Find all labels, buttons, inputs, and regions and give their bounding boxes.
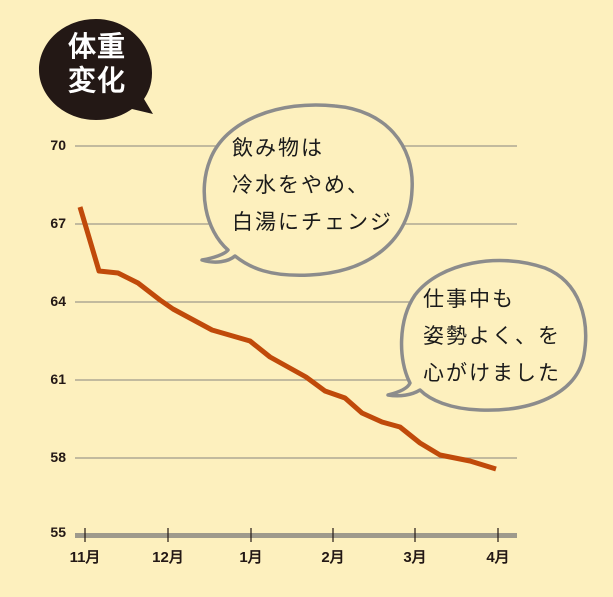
weight-line xyxy=(77,206,497,472)
bubble-2-line-2: 姿勢よく、を xyxy=(423,324,561,348)
y-tick-55: 55 xyxy=(50,524,66,540)
y-tick-64: 64 xyxy=(50,293,66,309)
bubble-2-line-3: 心がけました xyxy=(423,361,561,385)
chart-title: 体重 変化 xyxy=(62,30,132,98)
x-tick-apr: 4月 xyxy=(486,549,510,566)
title-badge xyxy=(39,19,153,120)
title-line-2: 変化 xyxy=(67,64,126,97)
y-tick-58: 58 xyxy=(50,449,66,465)
bubble-1-text: 飲み物は 冷水をやめ、 白湯にチェンジ xyxy=(232,130,393,241)
speech-bubble-1 xyxy=(200,103,414,278)
y-tick-67: 67 xyxy=(50,215,66,231)
x-tick-feb: 2月 xyxy=(321,549,345,566)
bubble-2-text: 仕事中も 姿勢よく、を 心がけました xyxy=(423,281,561,392)
x-tick-mar: 3月 xyxy=(403,549,427,566)
bubble-2-line-1: 仕事中も xyxy=(423,287,515,311)
y-tick-61: 61 xyxy=(50,371,66,387)
bubble-1-line-2: 冷水をやめ、 xyxy=(232,173,370,197)
bubble-1-line-3: 白湯にチェンジ xyxy=(232,210,393,234)
title-line-1: 体重 xyxy=(67,30,126,63)
y-tick-70: 70 xyxy=(50,137,66,153)
x-tick-nov: 11月 xyxy=(69,549,101,566)
x-tick-jan: 1月 xyxy=(239,549,263,566)
x-tick-dec: 12月 xyxy=(152,549,184,566)
x-axis-ticks xyxy=(84,528,499,542)
bubble-1-line-1: 飲み物は xyxy=(232,136,324,160)
speech-bubble-2 xyxy=(386,258,588,412)
